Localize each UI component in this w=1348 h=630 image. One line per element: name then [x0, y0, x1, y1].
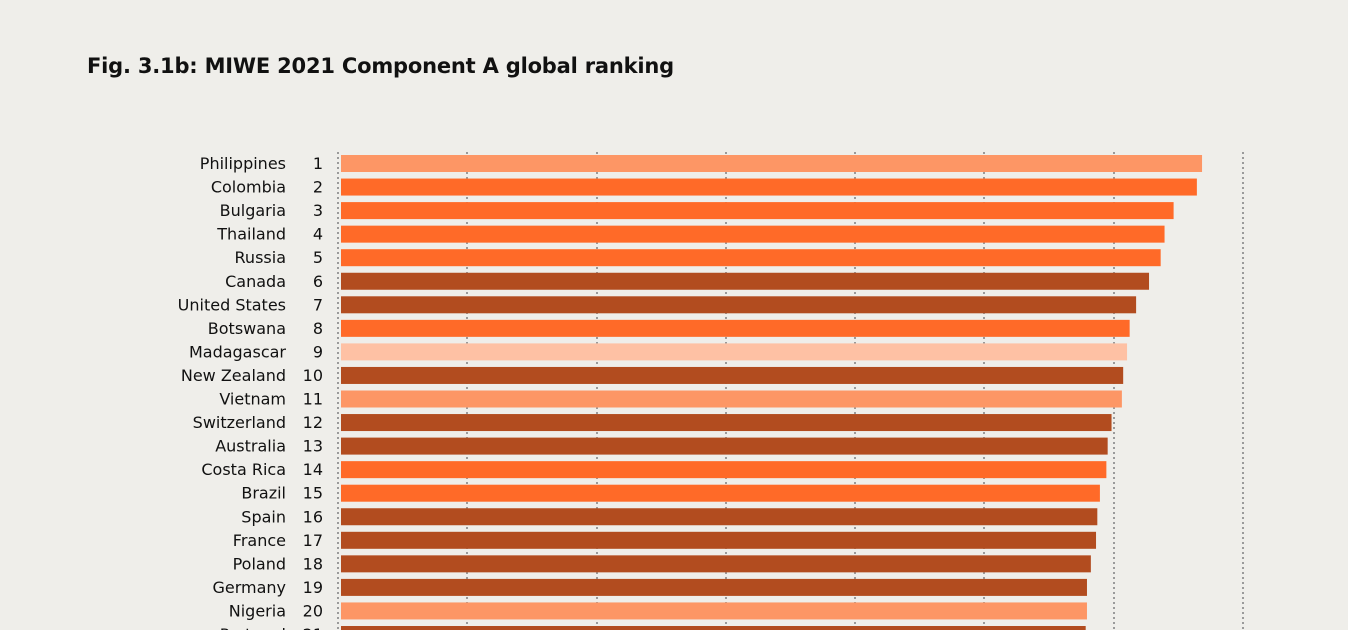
rank-label: 14	[303, 460, 323, 479]
category-label: Philippines	[200, 154, 286, 173]
rank-label: 4	[313, 225, 323, 244]
bar	[341, 437, 1108, 455]
category-label: Portugal	[220, 625, 286, 630]
bar	[341, 249, 1161, 267]
rank-label: 19	[303, 578, 323, 597]
category-labels: Philippines Colombia Bulgaria Thailand Russi…	[178, 154, 287, 630]
category-label: Russia	[235, 248, 286, 267]
category-label: Vietnam	[219, 390, 286, 409]
rank-label: 18	[303, 554, 323, 573]
bar	[341, 155, 1203, 172]
category-label: Colombia	[211, 178, 286, 197]
rank-label: 16	[303, 507, 323, 526]
bar	[341, 225, 1165, 243]
bar	[341, 484, 1100, 502]
rank-label: 17	[303, 531, 323, 550]
category-label: Thailand	[216, 225, 286, 244]
rank-label: 15	[303, 484, 323, 503]
bar	[341, 272, 1150, 290]
bar	[341, 390, 1122, 408]
bar	[341, 602, 1087, 620]
bar	[341, 578, 1087, 596]
rank-labels: 123456789101112131415161718192021	[303, 154, 323, 630]
bar	[341, 366, 1124, 384]
category-label: Canada	[225, 272, 286, 291]
category-label: Nigeria	[229, 601, 286, 620]
bar	[341, 414, 1112, 432]
category-label: Spain	[241, 507, 286, 526]
category-label: Botswana	[208, 319, 286, 338]
rank-label: 9	[313, 342, 323, 361]
bar	[341, 319, 1130, 337]
category-label: France	[233, 531, 286, 550]
category-label: New Zealand	[181, 366, 286, 385]
rank-label: 7	[313, 295, 323, 314]
category-label: Switzerland	[193, 413, 286, 432]
rank-label: 2	[313, 178, 323, 197]
bar	[341, 178, 1197, 196]
rank-label: 20	[303, 601, 323, 620]
rank-label: 10	[303, 366, 323, 385]
bar	[341, 555, 1091, 573]
category-label: Costa Rica	[201, 460, 286, 479]
rank-label: 1	[313, 154, 323, 173]
bar	[341, 343, 1128, 361]
category-label: Germany	[212, 578, 286, 597]
rank-label: 5	[313, 248, 323, 267]
bar	[341, 296, 1137, 314]
chart-title: Fig. 3.1b: MIWE 2021 Component A global …	[87, 54, 674, 78]
category-label: Brazil	[241, 484, 286, 503]
category-label: Madagascar	[189, 342, 286, 361]
category-label: Australia	[215, 437, 286, 456]
category-label: United States	[178, 295, 286, 314]
rank-label: 13	[303, 437, 323, 456]
rank-label: 11	[303, 390, 323, 409]
rank-label: 21	[303, 625, 323, 630]
bars	[341, 155, 1203, 630]
category-label: Bulgaria	[220, 201, 286, 220]
bar	[341, 531, 1097, 549]
rank-label: 3	[313, 201, 323, 220]
bar	[341, 461, 1107, 479]
rank-label: 12	[303, 413, 323, 432]
bar	[341, 508, 1098, 526]
bar	[341, 202, 1174, 220]
category-label: Poland	[233, 554, 286, 573]
bar	[341, 626, 1086, 630]
rank-label: 6	[313, 272, 323, 291]
rank-label: 8	[313, 319, 323, 338]
